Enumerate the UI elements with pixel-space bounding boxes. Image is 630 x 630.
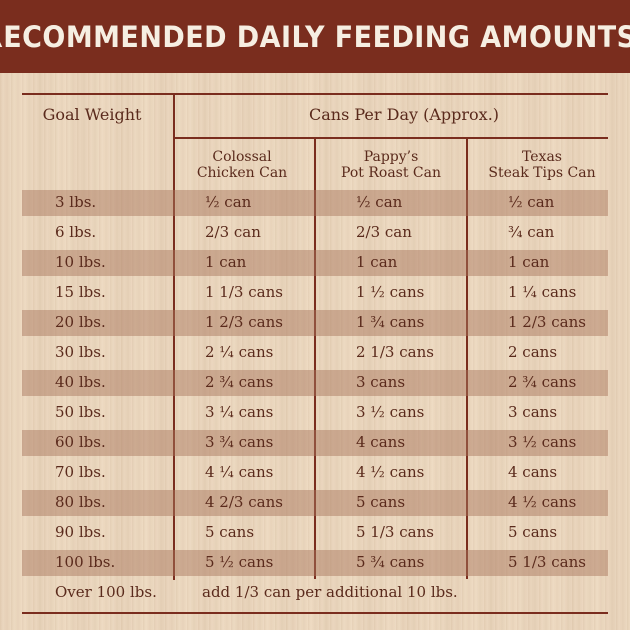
table-row: 60 lbs. 3 ¾ cans 4 cans 3 ½ cans [0, 428, 630, 458]
table-bottom-rule [22, 612, 608, 614]
header-rule [174, 137, 608, 139]
table-row-footer: Over 100 lbs. add 1/3 can per additional… [55, 583, 458, 601]
table-top-rule [22, 93, 608, 95]
cans-per-day-header: Cans Per Day (Approx.) [308, 105, 500, 124]
table-row: 70 lbs. 4 ¼ cans 4 ½ cans 4 cans [55, 463, 558, 481]
table-row: 100 lbs. 5 ½ cans 5 ¾ cans 5 1/3 cans [0, 548, 630, 578]
additional-note: add 1/3 can per additional 10 lbs. [202, 583, 458, 601]
column-header-steak-tips: Texas Steak Tips Can [488, 149, 596, 181]
column-divider-2 [466, 139, 468, 579]
table-row: 40 lbs. 2 ¾ cans 3 cans 2 ¾ cans [0, 368, 630, 398]
table-row: 50 lbs. 3 ¼ cans 3 ½ cans 3 cans [55, 403, 558, 421]
table-row: 30 lbs. 2 ¼ cans 2 1/3 cans 2 cans [55, 343, 558, 361]
column-header-chicken: Colossal Chicken Can [196, 149, 288, 181]
table-row: 10 lbs. 1 can 1 can 1 can [0, 248, 630, 278]
column-header-pot-roast: Pappy’s Pot Roast Can [340, 149, 442, 181]
column-divider-1 [314, 139, 316, 579]
table-row: 20 lbs. 1 2/3 cans 1 ¾ cans 1 2/3 cans [0, 308, 630, 338]
table-row: 90 lbs. 5 cans 5 1/3 cans 5 cans [55, 523, 558, 541]
header-divider [173, 93, 175, 580]
table-row: 3 lbs. ½ can ½ can ½ can [0, 188, 630, 218]
table-row: 80 lbs. 4 2/3 cans 5 cans 4 ½ cans [0, 488, 630, 518]
table-row: 6 lbs. 2/3 can 2/3 can ¾ can [55, 223, 555, 241]
table-row: 15 lbs. 1 1/3 cans 1 ½ cans 1 ¼ cans [55, 283, 577, 301]
title-bar: RECOMMENDED DAILY FEEDING AMOUNTS: [0, 0, 630, 73]
feeding-table: Goal Weight Cans Per Day (Approx.) Colos… [0, 73, 630, 630]
page-title: RECOMMENDED DAILY FEEDING AMOUNTS: [0, 19, 630, 54]
goal-weight-header: Goal Weight [42, 105, 142, 124]
